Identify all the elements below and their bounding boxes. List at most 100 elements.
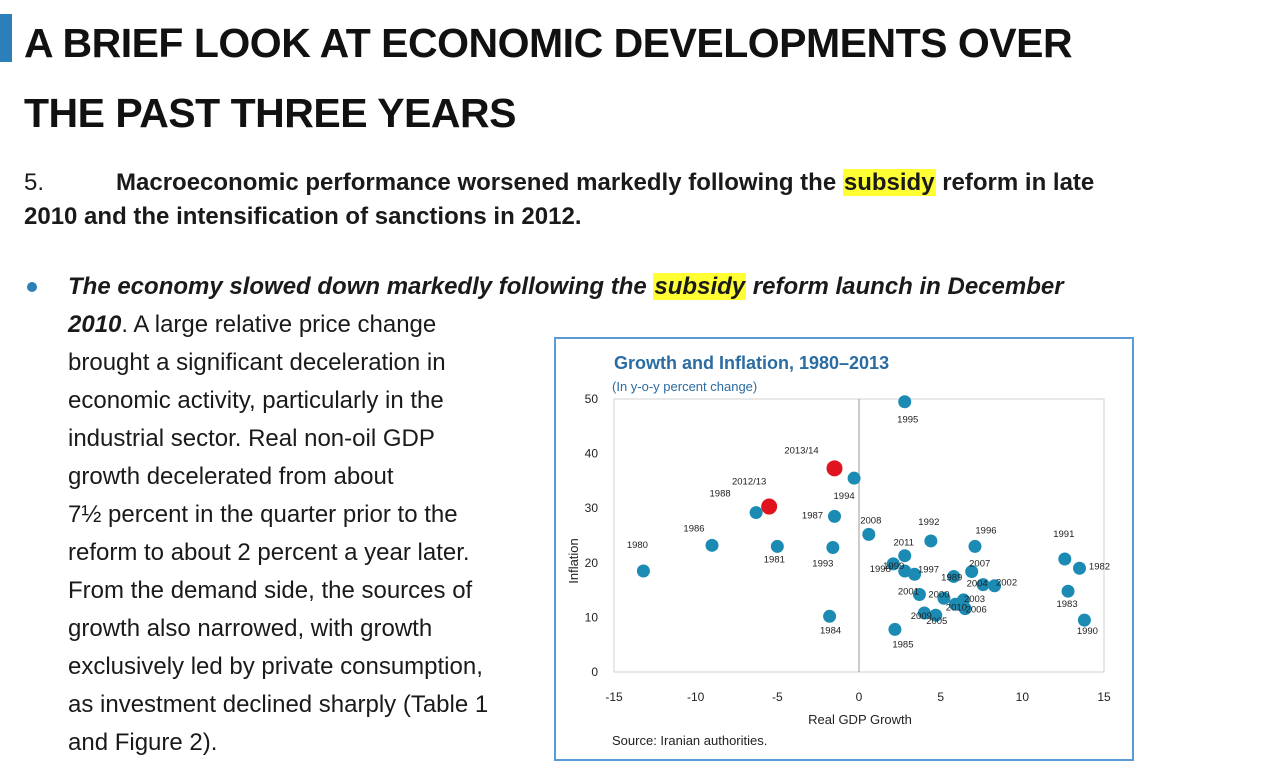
data-point [924, 534, 938, 548]
point-label: 2005 [926, 616, 947, 627]
data-point [976, 578, 990, 592]
body-line: brought a significant deceleration in [68, 349, 446, 376]
data-point [826, 460, 843, 477]
body-line: economic activity, particularly in the [68, 387, 444, 414]
body-line: From the demand side, the sources of [68, 577, 473, 604]
y-tick-label: 0 [591, 665, 598, 679]
data-point [828, 509, 841, 523]
x-tick-label: 15 [1097, 690, 1111, 704]
plot-area: -15 -10 -5 0 5 10 15 0 10 20 30 40 50 1980 1981 1982 198… [585, 392, 1111, 704]
scatter-chart: Growth and Inflation, 1980–2013 (In y-o-… [566, 353, 1111, 748]
data-point [1058, 552, 1072, 566]
data-point [958, 602, 972, 616]
x-tick-label: 5 [937, 690, 944, 704]
x-tick-label: -5 [772, 690, 783, 704]
data-point [888, 622, 902, 636]
point-label: 1997 [918, 564, 939, 575]
body-line: growth decelerated from about [68, 463, 394, 490]
point-label: 1992 [918, 517, 939, 528]
data-point [898, 395, 912, 409]
y-tick-label: 40 [585, 447, 599, 461]
data-point [770, 539, 784, 553]
point-label: 2001 [898, 586, 919, 597]
point-label: 1994 [834, 491, 855, 502]
point-label: 1982 [1089, 561, 1110, 572]
point-label: 2004 [967, 579, 988, 590]
point-label: 1995 [897, 415, 918, 426]
point-label: 2011 [894, 538, 914, 549]
data-point [705, 538, 719, 552]
data-point [912, 587, 926, 601]
figure-growth-inflation: Growth and Inflation, 1980–2013 (In y-o-… [554, 337, 1134, 761]
bullet-lead-year: 2010 [68, 311, 122, 338]
x-tick-label: -10 [687, 690, 705, 704]
title-accent-bar [0, 14, 12, 62]
bullet-lead: The economy slowed down markedly followi… [68, 268, 1248, 306]
chart-source: Source: Iranian authorities. [612, 733, 767, 748]
paragraph-5-line-1: 5. Macroeconomic performance worsened mar… [24, 166, 1244, 200]
point-label: 1989 [941, 572, 962, 583]
data-point [749, 506, 763, 520]
data-point [988, 579, 1002, 593]
data-point [917, 606, 931, 620]
point-label: 2009 [911, 611, 932, 622]
point-label: 1990 [1077, 626, 1098, 637]
point-label: 2007 [969, 559, 990, 570]
data-point [1077, 613, 1091, 627]
data-point [929, 608, 943, 622]
body-line-text: . A large relative price change [121, 311, 437, 338]
bullet-lead-start: The economy slowed down markedly followi… [68, 273, 654, 300]
data-point [636, 564, 650, 578]
point-label: 2003 [964, 594, 985, 605]
data-point [908, 567, 922, 581]
y-tick-label: 30 [585, 501, 599, 515]
bullet-body: 2010. A large relative price change brou… [68, 306, 548, 762]
point-label: 1998 [870, 564, 891, 575]
data-point [968, 539, 982, 553]
page-title-line-2: THE PAST THREE YEARS [24, 90, 516, 136]
paragraph-5: 5. Macroeconomic performance worsened mar… [24, 166, 1244, 234]
body-line: reform to about 2 percent a year later. [68, 539, 470, 566]
point-label: 1983 [1056, 599, 1077, 610]
body-line: industrial sector. Real non-oil GDP [68, 425, 435, 452]
data-point [886, 557, 900, 571]
point-label: 1985 [892, 639, 913, 650]
point-label: 1984 [820, 625, 841, 636]
point-label: 2013/14 [784, 445, 818, 456]
data-point [761, 498, 778, 515]
x-axis-label: Real GDP Growth [808, 712, 912, 727]
point-label: 2008 [860, 515, 881, 526]
point-label: 1999 [883, 561, 904, 572]
paragraph-5-text-end: reform in late [935, 169, 1095, 196]
data-point [862, 527, 876, 541]
data-point [948, 597, 962, 611]
data-point [823, 609, 837, 623]
body-line: exclusively led by private consumption, [68, 653, 483, 680]
data-point [1073, 561, 1086, 575]
point-label: 1980 [627, 540, 648, 551]
point-label: 1987 [802, 510, 823, 521]
body-line: as investment declined sharply (Table 1 [68, 691, 489, 718]
point-label: 1991 [1053, 529, 1074, 540]
body-line: 7½ percent in the quarter prior to the [68, 501, 458, 528]
data-point [965, 565, 979, 579]
y-axis-label: Inflation [566, 538, 581, 584]
bullet-lead-end: reform launch in December [746, 273, 1064, 300]
y-tick-label: 20 [585, 556, 599, 570]
point-label: 1996 [975, 525, 996, 536]
body-line: and Figure 2). [68, 729, 218, 756]
page-title: A BRIEF LOOK AT ECONOMIC DEVELOPMENTS OV… [24, 8, 1244, 148]
chart-subtitle: (In y-o-y percent change) [612, 379, 757, 394]
paragraph-5-text-start: Macroeconomic performance worsened marke… [116, 169, 843, 196]
y-tick-label: 50 [585, 392, 599, 406]
chart-title: Growth and Inflation, 1980–2013 [614, 353, 889, 373]
paragraph-5-line-2: 2010 and the intensification of sanction… [24, 203, 582, 230]
point-label: 1981 [764, 554, 785, 565]
data-point [898, 549, 912, 563]
point-label: 1988 [710, 489, 731, 500]
point-label: 2000 [928, 589, 949, 600]
point-label: 2010 [946, 602, 967, 613]
point-label: 1986 [683, 523, 704, 534]
x-tick-label: 0 [856, 690, 863, 704]
body-line: 2010. A large relative price change [68, 306, 548, 344]
